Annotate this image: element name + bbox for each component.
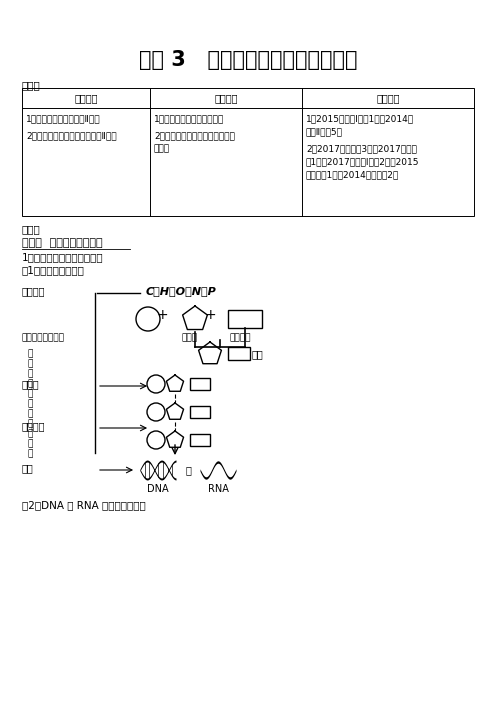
- Text: 2．举例说出糖类和脂质的种类和: 2．举例说出糖类和脂质的种类和: [154, 131, 235, 140]
- Text: +: +: [204, 308, 216, 322]
- Text: 2．糖类、脂质的种类和作用（Ⅱ）。: 2．糖类、脂质的种类和作用（Ⅱ）。: [26, 131, 117, 140]
- Text: 核苷酸链: 核苷酸链: [22, 421, 46, 431]
- Text: 缩: 缩: [27, 439, 33, 448]
- Text: 核: 核: [27, 389, 33, 398]
- Text: C、H、O、N、P: C、H、O、N、P: [146, 286, 217, 296]
- Text: 2．2017海南卷（3）、2017江苏卷: 2．2017海南卷（3）、2017江苏卷: [306, 144, 417, 153]
- Text: 核酸: 核酸: [22, 463, 34, 473]
- Text: 含氮碱基: 含氮碱基: [230, 333, 251, 342]
- Text: DNA: DNA: [147, 484, 169, 494]
- Text: （1）、2017新课标Ⅰ卷（2）、2015: （1）、2017新课标Ⅰ卷（2）、2015: [306, 157, 420, 166]
- Text: 脱: 脱: [27, 419, 33, 428]
- Text: 1．核酸的结构和功能（Ⅱ）；: 1．核酸的结构和功能（Ⅱ）；: [26, 114, 101, 123]
- Bar: [190, 434, 210, 446]
- Text: 互: 互: [27, 359, 33, 368]
- Text: 核苷: 核苷: [252, 349, 264, 359]
- Text: 连: 连: [27, 369, 33, 378]
- Text: 水: 水: [27, 429, 33, 438]
- Bar: [190, 406, 210, 418]
- Text: 专题 3   细胞中的核酸、糖类和脂质: 专题 3 细胞中的核酸、糖类和脂质: [139, 50, 357, 70]
- Text: 高考真题: 高考真题: [376, 93, 400, 103]
- Text: 核苷酸: 核苷酸: [22, 379, 40, 389]
- Text: 1．2015新课标Ⅰ卷（1）、2014新: 1．2015新课标Ⅰ卷（1）、2014新: [306, 114, 414, 123]
- Text: RNA: RNA: [207, 484, 229, 494]
- Text: 小分子物质：磷酸: 小分子物质：磷酸: [22, 333, 65, 342]
- Text: 或: 或: [185, 465, 191, 475]
- Bar: [22, 88, 474, 216]
- Text: 1．理解核酸的结构和功能；: 1．理解核酸的结构和功能；: [154, 114, 224, 123]
- Text: 酸: 酸: [27, 409, 33, 418]
- Text: （1）核酸的结构层次: （1）核酸的结构层次: [22, 265, 85, 275]
- Text: 考纲概要: 考纲概要: [74, 93, 98, 103]
- Text: +: +: [156, 308, 168, 322]
- Text: 请考纲: 请考纲: [22, 80, 41, 90]
- Text: 五碳糖: 五碳糖: [181, 333, 197, 342]
- Text: 请考点: 请考点: [22, 224, 41, 234]
- Text: 相: 相: [27, 349, 33, 358]
- Bar: [190, 378, 210, 390]
- Text: 1．核酸的组成、种类和结构: 1．核酸的组成、种类和结构: [22, 252, 104, 262]
- Text: 元素组成: 元素组成: [22, 286, 46, 296]
- Bar: [228, 310, 262, 328]
- Text: 接: 接: [27, 379, 33, 388]
- Bar: [228, 347, 250, 360]
- Text: 合: 合: [27, 449, 33, 458]
- Text: 江苏卷（1）、2014海南卷（2）: 江苏卷（1）、2014海南卷（2）: [306, 170, 399, 179]
- Text: 苷: 苷: [27, 399, 33, 408]
- Text: 作用。: 作用。: [154, 144, 170, 153]
- Text: 考点一  核酸的结构与功能: 考点一 核酸的结构与功能: [22, 238, 103, 248]
- Text: （2）DNA 和 RNA 组成成分的比较: （2）DNA 和 RNA 组成成分的比较: [22, 500, 146, 510]
- Text: 考纲解读: 考纲解读: [214, 93, 238, 103]
- Text: 课标Ⅱ卷〈5〉: 课标Ⅱ卷〈5〉: [306, 127, 343, 136]
